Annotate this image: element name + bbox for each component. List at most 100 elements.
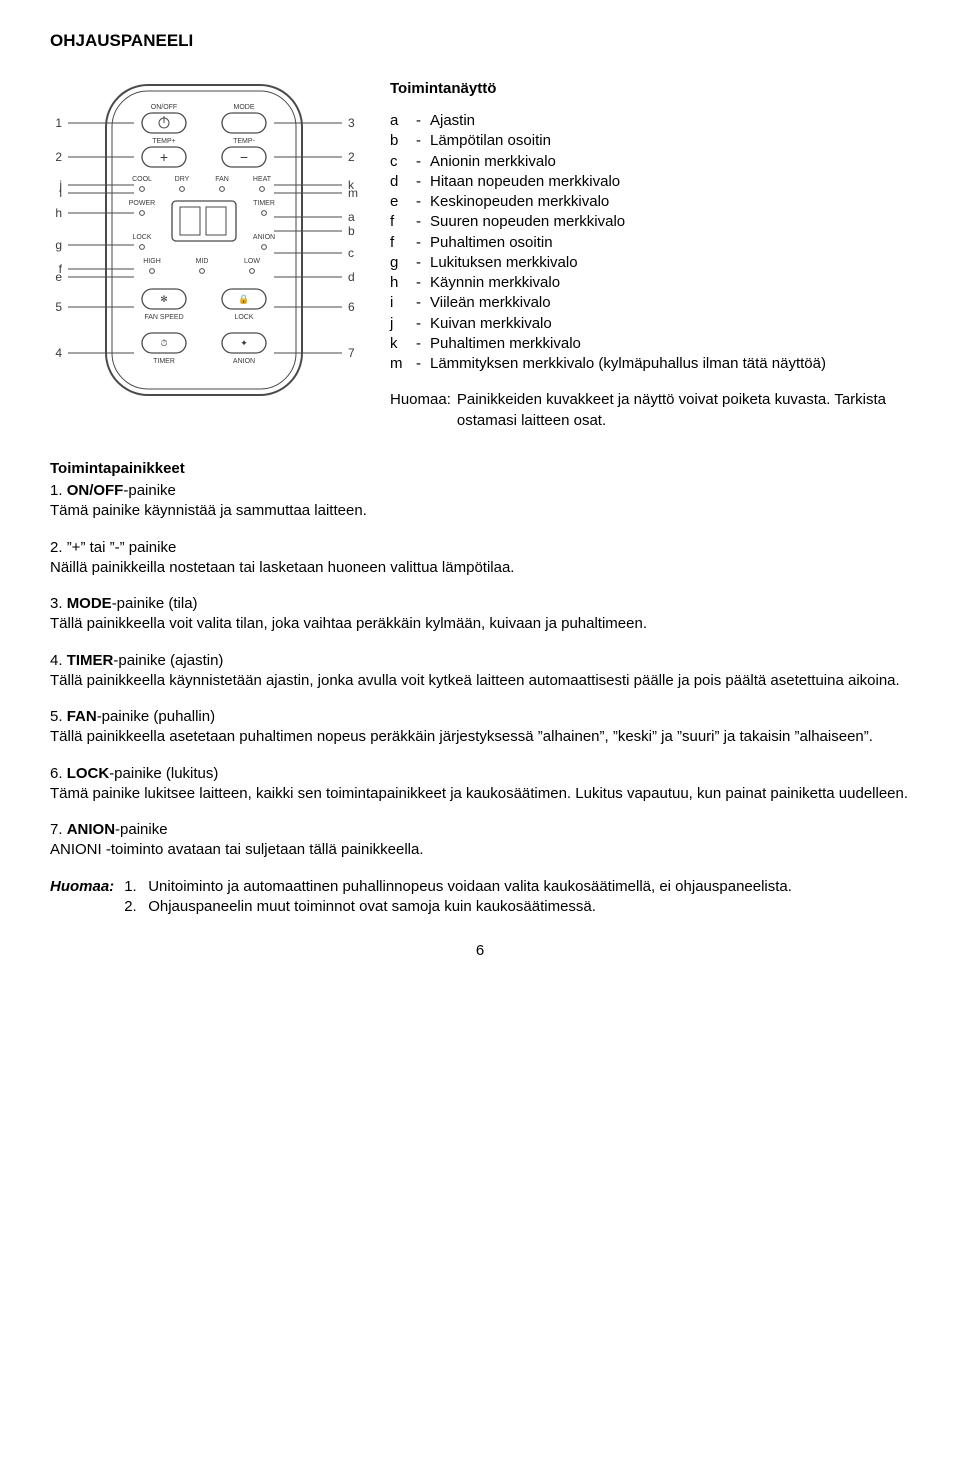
function-body: Tällä painikkeella asetetaan puhaltimen … xyxy=(50,727,910,747)
legend-key: g xyxy=(390,253,416,273)
legend-key: f xyxy=(390,233,416,253)
legend-text: Suuren nopeuden merkkivalo xyxy=(430,212,625,232)
legend-item: a-Ajastin xyxy=(390,111,910,131)
legend-text: Ajastin xyxy=(430,111,475,131)
legend-item: f-Puhaltimen osoitin xyxy=(390,233,910,253)
function-item: 7. ANION-painikeANIONI -toiminto avataan… xyxy=(50,820,910,861)
footer-line-num: 2. xyxy=(124,897,142,917)
legend-column: Toimintanäyttö a-Ajastinb-Lämpötilan oso… xyxy=(390,75,910,431)
svg-text:i: i xyxy=(59,186,62,200)
svg-text:FAN: FAN xyxy=(215,176,229,183)
legend-item: h-Käynnin merkkivalo xyxy=(390,273,910,293)
footer-line-num: 1. xyxy=(124,877,142,897)
legend-dash: - xyxy=(416,314,430,334)
legend-text: Kuivan merkkivalo xyxy=(430,314,552,334)
footer-line: 2. Ohjauspaneelin muut toiminnot ovat sam… xyxy=(124,897,910,917)
legend-item: i-Viileän merkkivalo xyxy=(390,293,910,313)
svg-text:+: + xyxy=(160,149,168,165)
legend-dash: - xyxy=(416,273,430,293)
function-body: ANIONI -toiminto avataan tai suljetaan t… xyxy=(50,840,910,860)
legend-dash: - xyxy=(416,152,430,172)
function-head: 6. LOCK-painike (lukitus) xyxy=(50,764,910,784)
legend-item: d-Hitaan nopeuden merkkivalo xyxy=(390,172,910,192)
footer-line: 1. Unitoiminto ja automaattinen puhallinn… xyxy=(124,877,910,897)
svg-text:2: 2 xyxy=(348,150,355,164)
legend-dash: - xyxy=(416,253,430,273)
legend-text: Lämpötilan osoitin xyxy=(430,131,551,151)
svg-text:5: 5 xyxy=(55,300,62,314)
legend-dash: - xyxy=(416,192,430,212)
legend-text: Viileän merkkivalo xyxy=(430,293,551,313)
svg-text:2: 2 xyxy=(55,150,62,164)
legend-key: e xyxy=(390,192,416,212)
legend-dash: - xyxy=(416,233,430,253)
svg-text:a: a xyxy=(348,210,355,224)
svg-text:1: 1 xyxy=(55,116,62,130)
function-body: Näillä painikkeilla nostetaan tai lasket… xyxy=(50,558,910,578)
function-item: 5. FAN-painike (puhallin)Tällä painikkee… xyxy=(50,707,910,748)
footer-line-text: Unitoiminto ja automaattinen puhallinnop… xyxy=(148,877,792,897)
legend-text: Anionin merkkivalo xyxy=(430,152,556,172)
top-row: ON/OFFMODETEMP+TEMP-+−COOLDRYFANHEATPOWE… xyxy=(50,75,910,431)
legend-dash: - xyxy=(416,131,430,151)
legend-key: f xyxy=(390,212,416,232)
svg-text:LOCK: LOCK xyxy=(132,234,151,241)
svg-text:3: 3 xyxy=(348,116,355,130)
legend-dash: - xyxy=(416,354,430,374)
legend-item: b-Lämpötilan osoitin xyxy=(390,131,910,151)
legend-text: Lämmityksen merkkivalo (kylmäpuhallus il… xyxy=(430,354,826,374)
legend-dash: - xyxy=(416,293,430,313)
svg-text:TIMER: TIMER xyxy=(153,358,175,365)
legend-text: Lukituksen merkkivalo xyxy=(430,253,578,273)
function-item: 2. ”+” tai ”-” painikeNäillä painikkeill… xyxy=(50,538,910,579)
legend-dash: - xyxy=(416,111,430,131)
function-item: 4. TIMER-painike (ajastin)Tällä painikke… xyxy=(50,651,910,692)
svg-text:d: d xyxy=(348,270,355,284)
legend-item: c-Anionin merkkivalo xyxy=(390,152,910,172)
svg-text:✦: ✦ xyxy=(240,338,248,348)
footer-label: Huomaa: xyxy=(50,877,114,918)
footer-note: Huomaa: 1. Unitoiminto ja automaattinen p… xyxy=(50,877,910,918)
function-body: Tämä painike käynnistää ja sammuttaa lai… xyxy=(50,501,910,521)
function-item: 3. MODE-painike (tila)Tällä painikkeella… xyxy=(50,594,910,635)
legend-key: h xyxy=(390,273,416,293)
note-text: Painikkeiden kuvakkeet ja näyttö voivat … xyxy=(457,390,910,431)
svg-text:COOL: COOL xyxy=(132,176,152,183)
function-head: 5. FAN-painike (puhallin) xyxy=(50,707,910,727)
svg-text:MODE: MODE xyxy=(234,104,255,111)
svg-text:g: g xyxy=(55,238,62,252)
svg-text:b: b xyxy=(348,224,355,238)
legend-text: Keskinopeuden merkkivalo xyxy=(430,192,609,212)
legend-item: e-Keskinopeuden merkkivalo xyxy=(390,192,910,212)
svg-text:−: − xyxy=(240,149,248,165)
svg-text:DRY: DRY xyxy=(175,176,190,183)
svg-text:POWER: POWER xyxy=(129,200,155,207)
legend-item: k-Puhaltimen merkkivalo xyxy=(390,334,910,354)
functions-list: 1. ON/OFF-painikeTämä painike käynnistää… xyxy=(50,481,910,861)
page-title: OHJAUSPANEELI xyxy=(50,30,910,53)
legend-dash: - xyxy=(416,334,430,354)
svg-text:✻: ✻ xyxy=(160,294,168,304)
svg-text:FAN SPEED: FAN SPEED xyxy=(144,314,183,321)
legend-dash: - xyxy=(416,172,430,192)
function-head: 1. ON/OFF-painike xyxy=(50,481,910,501)
svg-text:🔒: 🔒 xyxy=(238,294,249,304)
svg-text:6: 6 xyxy=(348,300,355,314)
functions-heading: Toimintapainikkeet xyxy=(50,459,910,479)
legend-key: i xyxy=(390,293,416,313)
svg-text:m: m xyxy=(348,186,358,200)
legend-item: j-Kuivan merkkivalo xyxy=(390,314,910,334)
svg-text:4: 4 xyxy=(55,346,62,360)
function-body: Tällä painikkeella voit valita tilan, jo… xyxy=(50,614,910,634)
legend-text: Puhaltimen osoitin xyxy=(430,233,553,253)
svg-text:e: e xyxy=(55,270,62,284)
legend-key: a xyxy=(390,111,416,131)
legend-key: b xyxy=(390,131,416,151)
legend-note: Huomaa: Painikkeiden kuvakkeet ja näyttö… xyxy=(390,390,910,431)
footer-line-text: Ohjauspaneelin muut toiminnot ovat samoj… xyxy=(148,897,596,917)
function-head: 2. ”+” tai ”-” painike xyxy=(50,538,910,558)
svg-text:h: h xyxy=(55,206,62,220)
legend-item: m-Lämmityksen merkkivalo (kylmäpuhallus … xyxy=(390,354,910,374)
legend-key: j xyxy=(390,314,416,334)
legend-key: d xyxy=(390,172,416,192)
